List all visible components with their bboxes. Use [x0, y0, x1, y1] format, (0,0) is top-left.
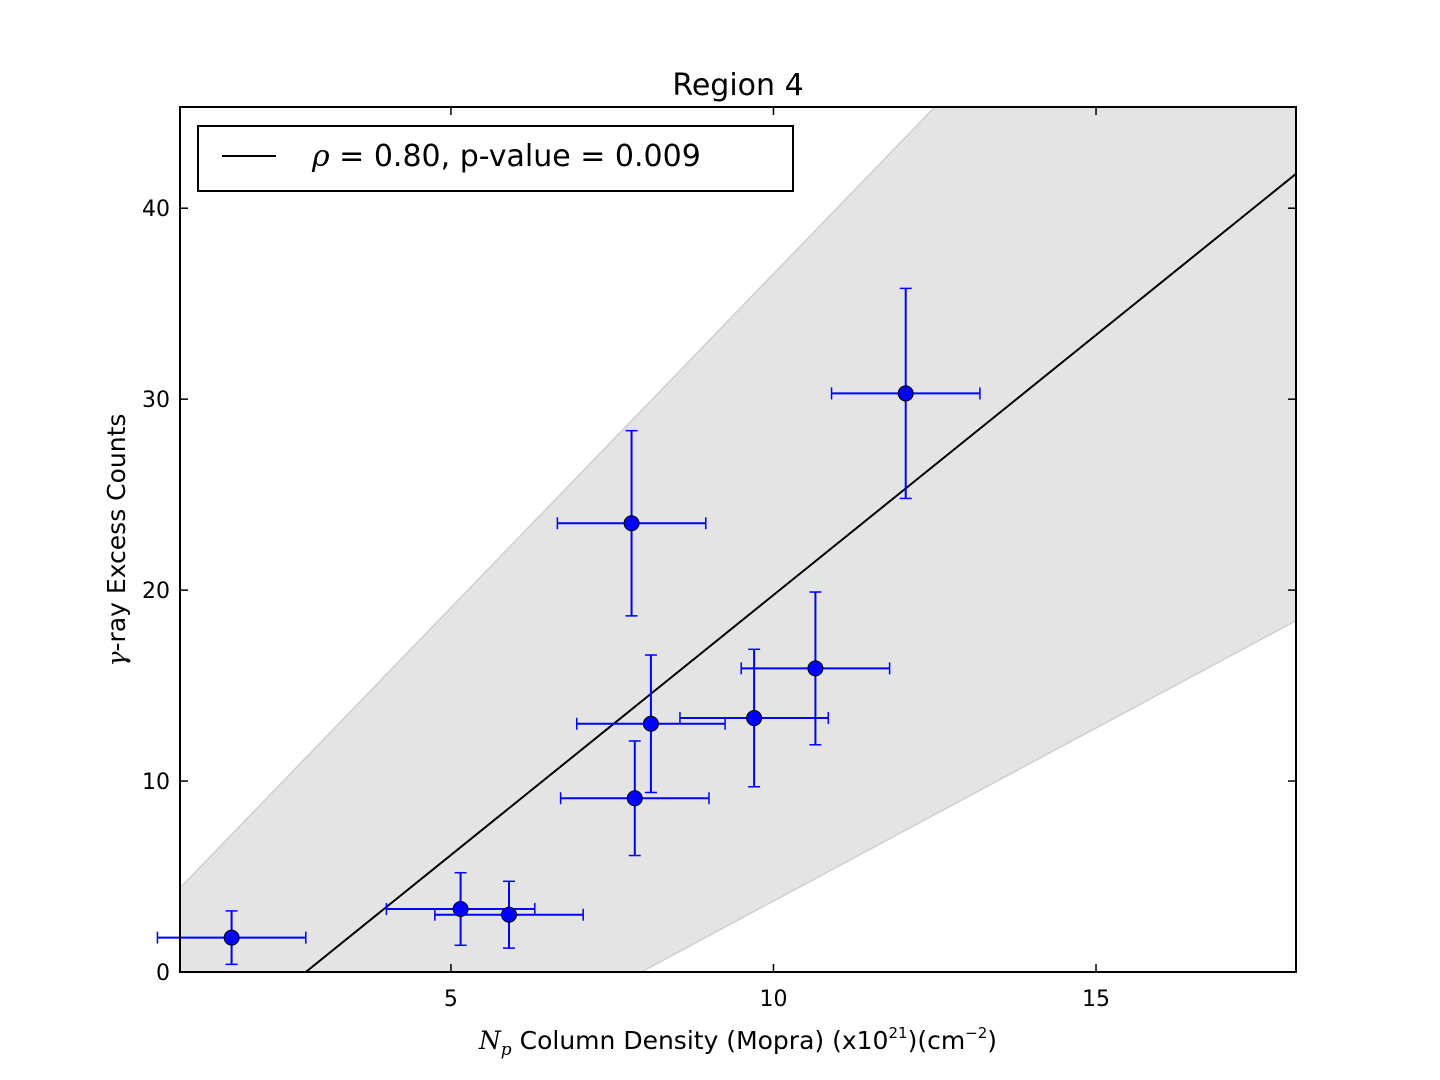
- point-marker: [807, 660, 824, 677]
- point-marker: [223, 929, 240, 946]
- band-upper-edge: [180, 107, 936, 889]
- x-tick-label: 5: [444, 987, 458, 1012]
- y-tick-label: 40: [142, 197, 170, 222]
- data-point: [434, 880, 584, 949]
- point-marker: [746, 710, 763, 727]
- y-tick-label: 10: [142, 770, 170, 795]
- plot-frame: [179, 106, 1297, 973]
- point-marker: [500, 906, 517, 923]
- x-axis-label: Np Column Density (Mopra) (x1021)(cm−2): [478, 1024, 997, 1060]
- x-axis-close: ): [987, 1026, 997, 1055]
- x-axis-subscript: p: [501, 1040, 512, 1060]
- point-marker: [642, 715, 659, 732]
- point-marker: [897, 385, 914, 402]
- x-tick-label: 10: [759, 987, 787, 1012]
- y-tick-label: 30: [142, 388, 170, 413]
- data-point: [740, 591, 891, 746]
- legend-label: ρ = 0.80, p-value = 0.009: [311, 139, 701, 174]
- legend-box: [197, 125, 794, 192]
- x-axis-exp: 21: [888, 1024, 907, 1042]
- y-tick-label: 0: [156, 961, 170, 986]
- data-point: [679, 648, 830, 788]
- y-axis-text: -ray Excess Counts: [102, 414, 131, 652]
- fit-line-path: [305, 173, 1296, 972]
- legend-symbol: ρ: [311, 139, 330, 174]
- x-axis-text: Column Density (Mopra) (x10: [512, 1026, 889, 1055]
- x-axis-unit-exp: −2: [965, 1024, 987, 1042]
- data-point: [559, 740, 710, 857]
- point-marker: [452, 900, 469, 917]
- point-marker: [626, 790, 643, 807]
- point-marker: [623, 515, 640, 532]
- y-axis-label: γ-ray Excess Counts: [102, 414, 131, 667]
- y-axis-symbol: γ: [102, 651, 131, 666]
- band-fill: [180, 107, 1296, 972]
- x-axis-symbol: N: [478, 1026, 502, 1055]
- fit-line: [305, 173, 1296, 972]
- confidence-band: [180, 107, 1296, 972]
- x-axis-unit-open: )(cm: [908, 1026, 966, 1055]
- band-lower-edge: [640, 619, 1296, 972]
- axis-ticks: 5 10 15 0 10 20 30 40: [142, 107, 1296, 1012]
- y-tick-label: 20: [142, 579, 170, 604]
- data-points: [156, 287, 981, 966]
- data-point: [575, 654, 726, 794]
- data-point: [156, 910, 307, 966]
- legend-text: = 0.80, p-value = 0.009: [330, 139, 701, 174]
- chart-title: Region 4: [672, 68, 803, 103]
- x-tick-label: 15: [1082, 987, 1110, 1012]
- data-point: [830, 287, 981, 500]
- data-point: [556, 429, 707, 617]
- legend: ρ = 0.80, p-value = 0.009: [197, 125, 794, 192]
